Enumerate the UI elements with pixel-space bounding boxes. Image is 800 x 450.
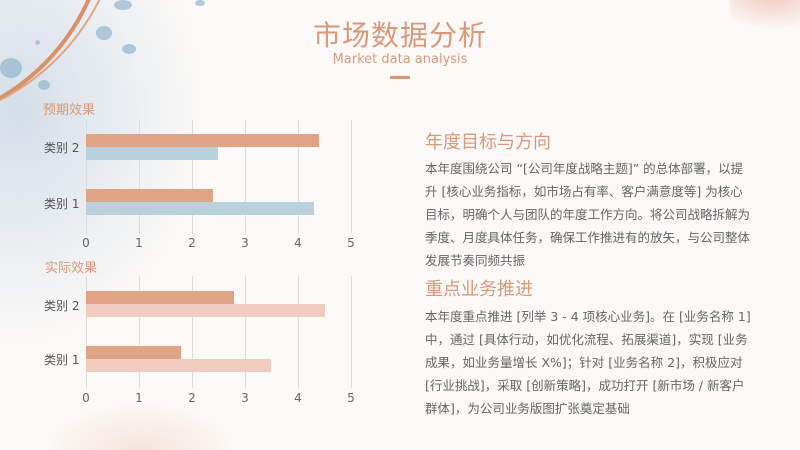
actual-effect-chart: 类别 2 类别 1 0 1 2 3 4 5 [0,0,380,405]
gridline [139,120,140,234]
watercolor-blot [38,80,50,90]
section-body-key-business: 本年度重点推进 [列举 3 - 4 项核心业务]。在 [业务名称 1] 中，通过… [425,309,751,416]
category-label: 类别 1 [44,353,80,367]
category-label: 类别 2 [44,141,80,155]
bar-cat2-series1 [86,291,234,304]
chart-title-expected: 预期效果 [43,103,96,118]
watercolor-blot [114,0,132,10]
watercolor-blot [195,0,205,6]
bar-cat1-series1 [86,189,213,202]
x-tick: 4 [294,391,302,405]
plot-area [86,276,352,388]
gridline [245,120,246,234]
section-heading-key-business: 重点业务推进 [425,279,533,300]
section-heading-annual-goals: 年度目标与方向 [425,132,551,153]
chart-title-actual: 实际效果 [45,261,98,276]
section-body-annual-goals: 本年度围绕公司 “[公司年度战略主题]” 的总体部署，以提升 [核心业务指标，如… [425,161,751,268]
gridline [192,120,193,234]
gridline [298,276,299,388]
gridline [192,276,193,388]
watercolor-wash-bottom [40,400,240,450]
watercolor-blot [96,26,112,40]
title-underline [390,76,410,79]
plot-area [86,120,352,234]
x-tick: 5 [347,391,355,405]
expected-effect-chart: 类别 2 类别 1 0 1 2 3 4 5 [0,0,380,250]
x-tick: 5 [347,236,355,250]
bar-cat2-series2 [86,147,218,160]
bar-cat1-series1 [86,346,181,359]
gridline [86,276,87,388]
gridline [139,276,140,388]
category-label: 类别 2 [44,299,80,313]
bar-cat2-series1 [86,134,319,147]
x-tick: 1 [135,391,143,405]
bar-cat1-series2 [86,359,271,372]
x-tick: 1 [135,236,143,250]
page-subtitle: Market data analysis [332,52,468,67]
page-title: 市场数据分析 [312,19,487,52]
x-tick: 2 [188,391,196,405]
gridline [351,276,352,388]
category-label: 类别 1 [44,197,80,211]
gridline [86,120,87,234]
bar-cat1-series2 [86,202,314,215]
watercolor-wash-right [730,0,800,30]
x-tick: 0 [82,236,90,250]
watercolor-blot [122,44,136,54]
watercolor-blot [35,40,40,45]
x-tick: 2 [188,236,196,250]
x-tick: 3 [241,236,249,250]
x-tick: 0 [82,391,90,405]
gridline [351,120,352,234]
watercolor-wash-left [0,0,200,340]
x-tick: 4 [294,236,302,250]
bar-cat2-series2 [86,304,325,317]
gridline [245,276,246,388]
x-tick: 3 [241,391,249,405]
watercolor-blot [0,58,22,78]
gridline [298,120,299,234]
